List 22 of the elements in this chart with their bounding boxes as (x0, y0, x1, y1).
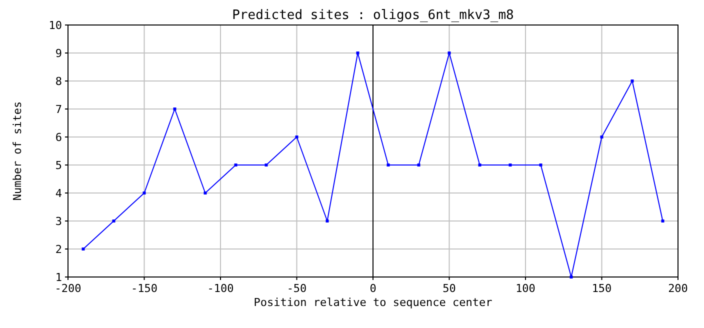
y-tick-label: 9 (55, 47, 62, 60)
x-axis-title: Position relative to sequence center (254, 296, 493, 309)
y-tick-label: 3 (55, 215, 62, 228)
x-tick-label: 150 (592, 282, 612, 295)
x-tick-label: 50 (442, 282, 456, 295)
chart-title: Predicted sites : oligos_6nt_mkv3_m8 (232, 8, 514, 23)
y-tick-label: 1 (55, 271, 62, 284)
x-tick-label: 0 (370, 282, 376, 295)
y-tick-label: 7 (55, 103, 62, 116)
y-tick-label: 8 (55, 75, 62, 88)
y-tick-label: 5 (55, 159, 62, 172)
x-tick-label: -150 (131, 282, 158, 295)
y-tick-label: 2 (55, 243, 62, 256)
x-tick-label: -200 (54, 282, 82, 295)
x-tick-label: 100 (516, 282, 536, 295)
y-tick-label: 10 (48, 19, 62, 32)
x-tick-label: -50 (286, 282, 307, 295)
y-axis-title: Number of sites (11, 101, 24, 201)
y-tick-label: 4 (55, 187, 62, 200)
x-tick-label: -100 (207, 282, 234, 295)
x-tick-label: 200 (668, 282, 688, 295)
y-tick-label: 6 (55, 131, 62, 144)
